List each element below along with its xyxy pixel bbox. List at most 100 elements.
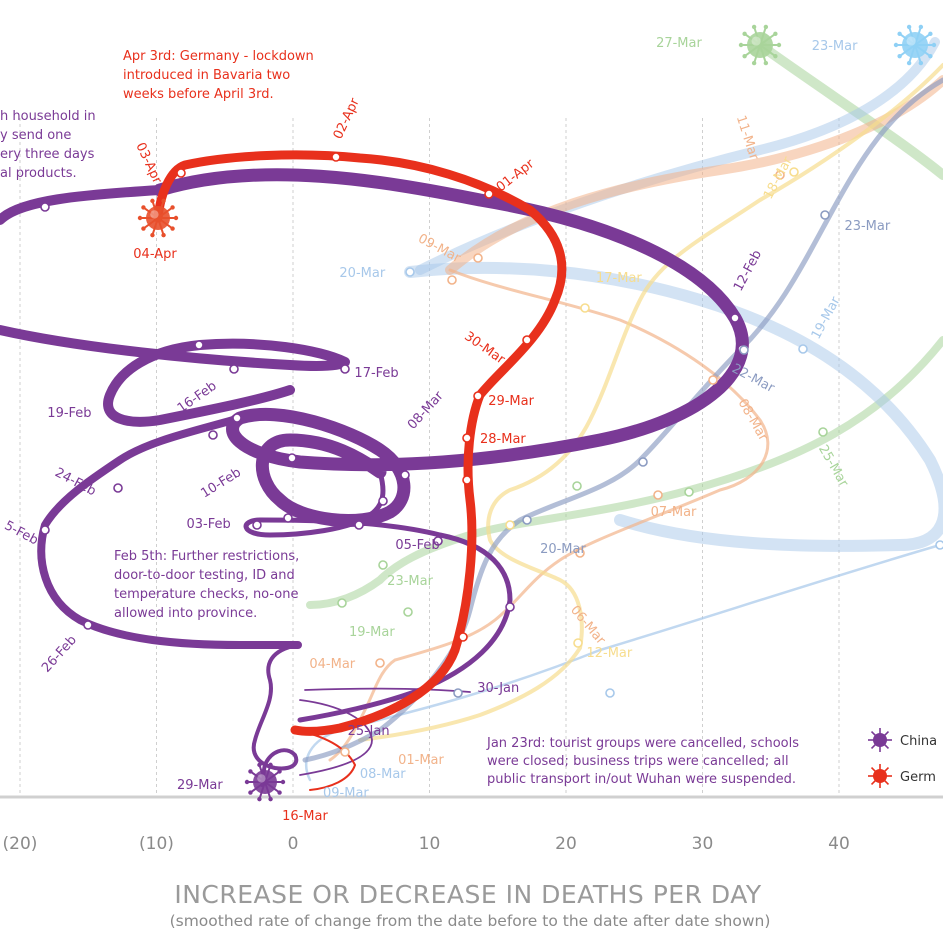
annotation-jan23: were closed; business trips were cancell… <box>487 754 789 769</box>
date-marker <box>789 167 799 177</box>
series-date-label: 12-Mar <box>586 646 632 661</box>
date-marker <box>433 536 443 546</box>
date-marker <box>340 364 350 374</box>
series-date-label: 08-Mar <box>735 397 771 445</box>
china-virus-icon <box>244 762 286 802</box>
series-line-light-blue <box>305 543 942 782</box>
date-marker <box>176 168 186 178</box>
date-marker <box>522 515 532 525</box>
date-marker <box>229 364 239 374</box>
annotation-germany: weeks before April 3rd. <box>123 87 274 102</box>
series-date-label: 09-Mar <box>323 786 369 801</box>
series-line-Germany <box>294 729 356 791</box>
series-date-label: 30-Mar <box>461 329 508 368</box>
series-date-label: 17-Mar <box>596 271 642 286</box>
x-tick-label: 20 <box>555 834 577 854</box>
date-marker <box>818 427 828 437</box>
series-date-label: 23-Mar <box>844 219 890 234</box>
x-tick-label: 0 <box>288 834 299 854</box>
annotation-hubei: h household in <box>0 109 96 124</box>
date-marker <box>798 344 808 354</box>
date-marker <box>287 453 297 463</box>
annotation-feb5: Feb 5th: Further restrictions, <box>114 549 299 564</box>
series-line-light-blue <box>404 261 943 552</box>
annotation-hubei: ery three days <box>0 147 95 162</box>
date-marker <box>473 253 483 263</box>
date-marker <box>378 496 388 506</box>
series-date-label: 01-Mar <box>398 753 444 768</box>
legend-label: China <box>900 734 937 749</box>
series-date-label: 5-Feb <box>2 518 41 548</box>
x-axis-title: INCREASE OR DECREASE IN DEATHS PER DAY <box>174 880 762 909</box>
series-date-label: 16-Mar <box>282 809 328 824</box>
date-marker <box>375 658 385 668</box>
x-tick-label: 10 <box>419 834 441 854</box>
series-line-green <box>306 336 943 609</box>
series-date-label: 08-Mar <box>405 388 447 433</box>
green-virus-icon <box>738 24 782 66</box>
date-marker <box>232 413 242 423</box>
date-marker <box>194 340 204 350</box>
annotation-hubei: al products. <box>0 166 77 181</box>
series-date-label: 25-Mar <box>815 443 851 491</box>
date-marker <box>40 525 50 535</box>
series-date-label: 29-Mar <box>488 394 534 409</box>
date-marker <box>505 602 515 612</box>
annotation-feb5: temperature checks, no-one <box>114 587 299 602</box>
series-date-label: 19-Feb <box>47 406 91 421</box>
series-date-label: 06-Mar <box>567 603 608 648</box>
series-line-China <box>299 687 471 776</box>
date-marker <box>113 483 123 493</box>
date-marker <box>40 202 50 212</box>
annotation-germany: Apr 3rd: Germany - lockdown <box>123 49 314 64</box>
x-tick-label: 30 <box>692 834 714 854</box>
series-date-label: 01-Apr <box>494 156 538 195</box>
date-marker <box>354 520 364 530</box>
series-date-label: 26-Feb <box>39 633 80 676</box>
date-marker <box>458 632 468 642</box>
x-tick-label: (20) <box>3 834 38 854</box>
series-date-label: 27-Mar <box>656 36 702 51</box>
date-marker <box>820 210 830 220</box>
series-date-label: 10-Feb <box>198 465 243 501</box>
legend-swatch <box>873 769 887 783</box>
x-tick-label: 40 <box>828 834 850 854</box>
series-line-orange <box>445 75 943 275</box>
annotation-jan23: public transport in/out Wuhan were suspe… <box>487 772 796 787</box>
x-axis-subtitle: (smoothed rate of change from the date b… <box>170 912 771 930</box>
date-marker <box>252 520 262 530</box>
series-date-label: 25-Jan <box>348 724 390 739</box>
series-date-label: 30-Jan <box>477 681 519 696</box>
series-date-label: 02-Apr <box>331 95 363 141</box>
date-marker <box>462 433 472 443</box>
series-date-label: 23-Mar <box>812 39 858 54</box>
date-marker <box>505 520 515 530</box>
x-tick-label: (10) <box>139 834 174 854</box>
series-date-label: 04-Apr <box>133 247 177 262</box>
legend-swatch <box>873 733 887 747</box>
date-marker <box>447 275 457 285</box>
series-line-yellow <box>358 63 943 742</box>
date-marker <box>638 457 648 467</box>
date-marker <box>400 470 410 480</box>
series-date-label: 23-Mar <box>387 574 433 589</box>
date-marker <box>473 391 483 401</box>
date-marker <box>208 430 218 440</box>
series-date-label: 04-Mar <box>309 657 355 672</box>
series-date-label: 03-Feb <box>187 517 231 532</box>
series-date-label: 20-Mar <box>540 542 586 557</box>
date-marker <box>283 513 293 523</box>
date-marker <box>337 598 347 608</box>
series-date-label: 17-Feb <box>354 366 398 381</box>
date-marker <box>739 345 749 355</box>
series-line-China <box>251 643 300 787</box>
date-marker <box>575 548 585 558</box>
date-marker <box>83 620 93 630</box>
annotation-jan23: Jan 23rd: tourist groups were cancelled,… <box>486 736 799 751</box>
series-line-China <box>37 414 302 649</box>
series-date-label: 20-Mar <box>339 266 385 281</box>
annotation-hubei: y send one <box>0 128 71 143</box>
annotation-feb5: allowed into province. <box>114 606 257 621</box>
